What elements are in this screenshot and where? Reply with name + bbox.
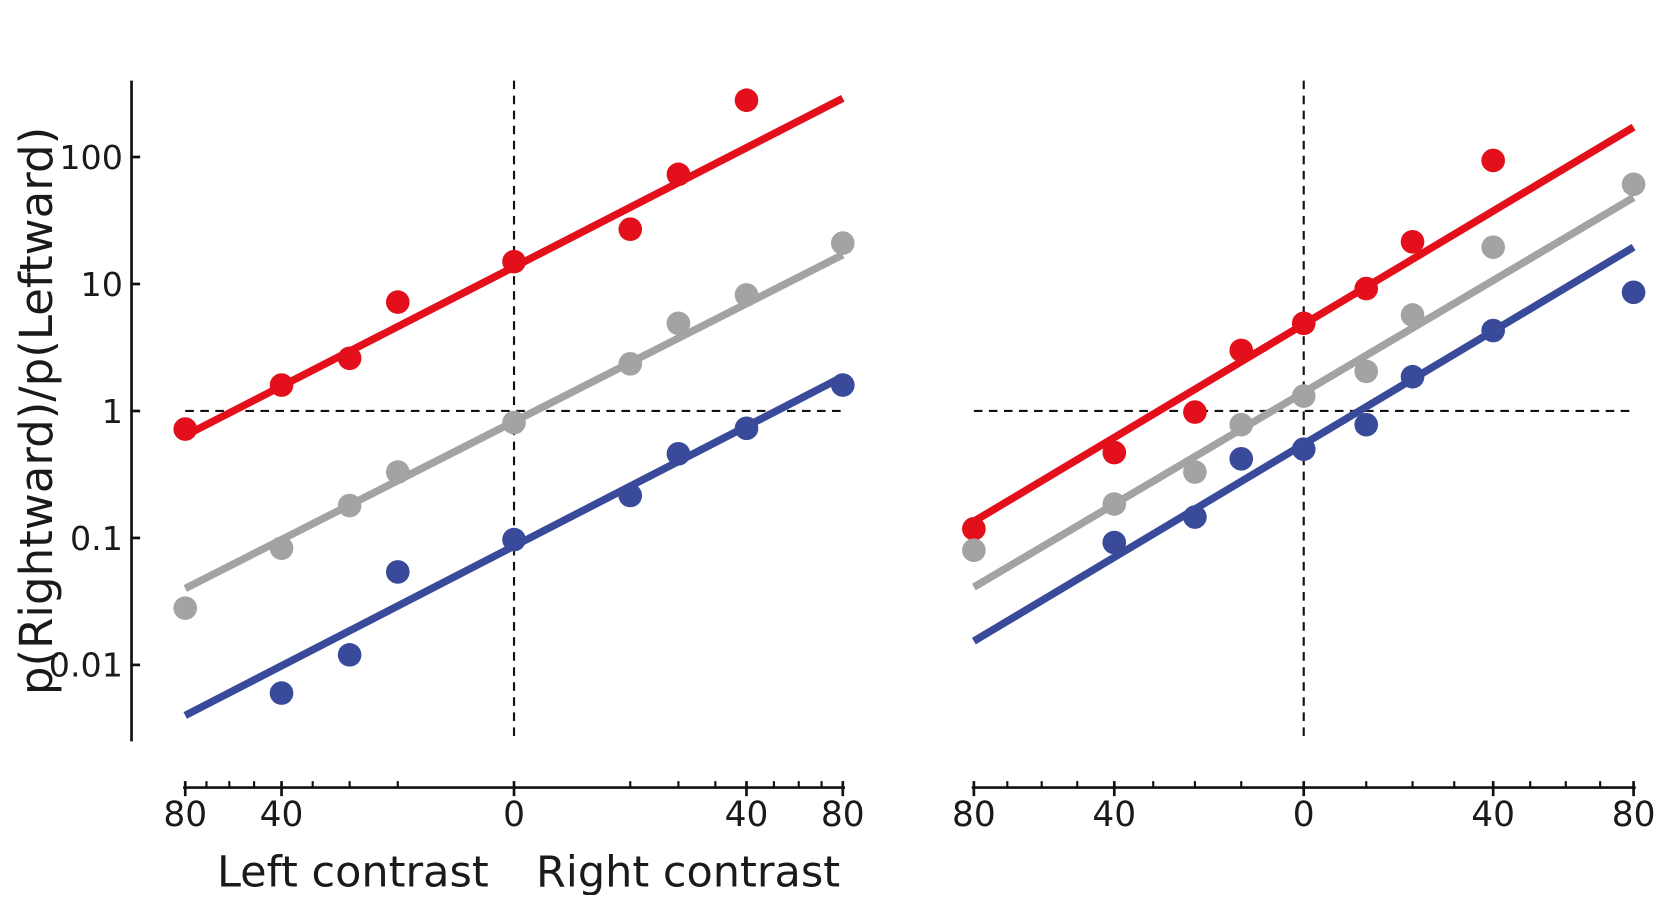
data-point <box>830 373 855 397</box>
x-tick-label: 40 <box>725 795 769 835</box>
data-point <box>1354 359 1379 384</box>
data-point <box>1291 384 1316 408</box>
x-axis-label: Left contrast <box>217 847 489 895</box>
x-axis-label: Right contrast <box>536 847 840 895</box>
data-point <box>734 88 759 113</box>
x-tick-label: 40 <box>260 795 304 835</box>
x-tick-label: 80 <box>163 795 207 835</box>
y-tick-label: 0.1 <box>70 519 123 558</box>
data-point <box>337 493 362 518</box>
y-tick-label: 1 <box>102 392 123 431</box>
data-point <box>1400 229 1425 254</box>
data-point <box>1102 530 1127 555</box>
x-tick-label: 80 <box>1612 795 1656 835</box>
data-point <box>269 681 294 705</box>
x-tick-label: 40 <box>1471 795 1515 835</box>
data-point <box>1229 412 1254 437</box>
data-point <box>337 643 362 667</box>
data-point <box>1291 437 1316 462</box>
data-point <box>618 483 643 508</box>
data-point <box>1183 460 1207 484</box>
y-tick-label: 0.01 <box>49 646 123 685</box>
data-point <box>618 352 643 376</box>
x-tick-label: 80 <box>821 795 865 835</box>
data-point <box>666 162 691 187</box>
data-point <box>502 410 526 435</box>
data-point <box>734 283 759 307</box>
data-point <box>830 231 855 255</box>
data-point <box>385 290 410 314</box>
data-point <box>269 373 294 397</box>
data-point <box>385 460 410 484</box>
y-axis-label: p(Rightward)/p(Leftward) <box>10 127 63 695</box>
data-point <box>173 417 198 441</box>
data-point <box>1183 400 1207 424</box>
data-point <box>1354 276 1379 301</box>
data-point <box>1481 235 1505 259</box>
data-point <box>1481 318 1505 343</box>
data-point <box>1183 505 1207 529</box>
data-point <box>337 346 362 371</box>
y-tick-label: 10 <box>81 265 123 304</box>
data-point <box>1400 303 1425 327</box>
x-tick-label: 0 <box>503 795 525 835</box>
x-tick-label: 80 <box>952 795 996 835</box>
data-point <box>1229 446 1254 471</box>
data-point <box>1354 412 1379 437</box>
data-point <box>269 536 294 561</box>
data-point <box>618 217 643 242</box>
data-point <box>1400 364 1425 389</box>
data-point <box>502 249 526 274</box>
data-point <box>173 596 198 620</box>
data-point <box>962 538 986 563</box>
x-tick-label: 40 <box>1092 795 1136 835</box>
data-point <box>1621 280 1646 305</box>
y-tick-label: 100 <box>59 138 123 177</box>
data-point <box>1102 440 1127 465</box>
data-point <box>1102 492 1127 516</box>
data-point <box>1481 148 1505 173</box>
data-point <box>962 516 986 541</box>
x-tick-label: 0 <box>1293 795 1315 835</box>
data-point <box>1291 311 1316 336</box>
data-point <box>666 311 691 336</box>
data-point <box>1229 338 1254 363</box>
data-point <box>385 560 410 584</box>
data-point <box>666 441 691 466</box>
data-point <box>502 527 526 552</box>
data-point <box>734 416 759 441</box>
data-point <box>1621 172 1646 197</box>
